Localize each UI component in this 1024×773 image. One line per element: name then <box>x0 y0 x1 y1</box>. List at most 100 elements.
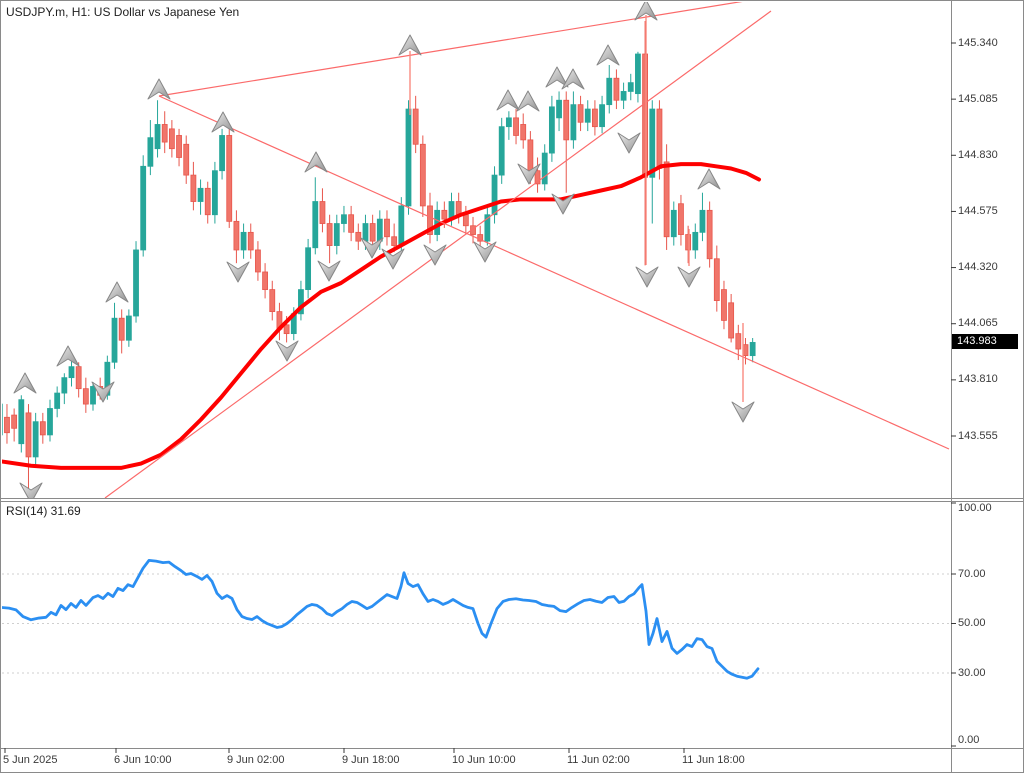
candle <box>678 203 684 235</box>
candle <box>412 108 419 145</box>
rsi-tick-label: 100.00 <box>958 502 992 514</box>
candle <box>319 201 326 224</box>
fractal-down-arrow-icon <box>731 401 755 423</box>
candle <box>699 209 706 233</box>
candle <box>176 135 182 158</box>
fractal-up-arrow-icon <box>545 66 569 88</box>
candle <box>462 214 469 227</box>
fractal-up-arrow-icon <box>304 151 328 173</box>
candle <box>735 333 742 350</box>
time-tick-label: 5 Jun 2025 <box>3 754 58 766</box>
candle <box>204 187 211 216</box>
fractal-up-arrow-icon <box>561 68 585 90</box>
candle <box>183 143 190 176</box>
candle <box>54 392 61 409</box>
candle <box>721 289 727 321</box>
candle <box>692 231 699 251</box>
candle <box>505 117 512 128</box>
candle <box>2 403 3 436</box>
candle <box>713 258 720 301</box>
candle <box>592 108 598 128</box>
rsi-panel[interactable] <box>1 558 950 680</box>
current-price-badge: 143.983 <box>952 334 1018 350</box>
candle <box>541 152 548 185</box>
candle <box>190 174 197 202</box>
candle <box>498 126 505 176</box>
candle <box>133 249 139 317</box>
fractal-down-arrow-icon <box>551 193 575 215</box>
candle <box>197 187 204 202</box>
candle <box>355 231 362 242</box>
candle <box>90 386 96 405</box>
candle <box>298 289 304 315</box>
fractal-up-arrow-icon <box>516 90 540 112</box>
candle <box>39 421 46 436</box>
fractal-up-arrow-icon <box>634 2 658 21</box>
candle <box>362 223 369 242</box>
candle <box>742 344 749 357</box>
time-tick-label: 10 Jun 10:00 <box>452 754 516 766</box>
candle <box>635 53 641 95</box>
price-tick-label: 145.340 <box>958 36 998 49</box>
candle <box>491 174 498 216</box>
candle <box>32 421 39 458</box>
fractal-up-arrow-icon <box>105 281 129 303</box>
candle <box>68 366 75 379</box>
fractal-down-arrow-icon <box>19 482 43 499</box>
rsi-tick-label: 0.00 <box>958 734 980 746</box>
candle <box>47 408 53 436</box>
candle <box>599 104 605 128</box>
candle <box>663 161 670 238</box>
fractal-up-arrow-icon <box>56 345 80 367</box>
candle <box>584 108 591 123</box>
candle <box>627 82 634 92</box>
fractal-down-arrow-icon <box>617 132 641 154</box>
candle <box>670 209 677 238</box>
candle <box>520 124 527 141</box>
fractal-down-arrow-icon <box>91 381 115 403</box>
candle <box>642 53 648 178</box>
candle <box>333 223 340 246</box>
fractal-down-arrow-icon <box>226 261 250 283</box>
fractal-down-arrow-icon <box>473 241 497 263</box>
fractal-up-arrow-icon <box>398 34 422 56</box>
trendline <box>158 95 950 450</box>
candle <box>620 91 627 101</box>
candle <box>728 302 735 339</box>
candle <box>427 205 433 235</box>
candle <box>348 214 355 233</box>
candle <box>577 104 584 123</box>
candle <box>161 124 168 143</box>
time-tick-label: 11 Jun 18:00 <box>682 754 745 766</box>
price-tick-label: 145.085 <box>958 92 998 105</box>
candle <box>168 128 175 150</box>
candle <box>111 317 118 363</box>
candle <box>341 214 347 224</box>
candle <box>283 324 290 335</box>
candle <box>369 223 376 242</box>
candle <box>247 231 254 251</box>
price-tick-label: 144.830 <box>958 148 998 161</box>
candle <box>570 104 577 141</box>
fractal-down-arrow-icon <box>635 266 659 288</box>
candle <box>312 201 319 249</box>
candle <box>527 139 534 172</box>
candle <box>649 108 656 178</box>
candle <box>455 201 462 216</box>
fractal-up-arrow-icon <box>211 111 235 133</box>
time-tick-label: 9 Jun 18:00 <box>342 754 400 766</box>
candle <box>125 315 132 341</box>
price-tick-label: 144.575 <box>958 204 998 217</box>
fractal-up-arrow-icon <box>13 372 37 394</box>
candle <box>706 209 713 260</box>
candle <box>376 218 383 242</box>
candle <box>147 137 154 167</box>
fractal-down-arrow-icon <box>317 260 341 282</box>
fractal-up-arrow-icon <box>596 44 620 66</box>
candle <box>11 414 18 429</box>
main-price-panel[interactable] <box>1 1 950 503</box>
fractal-up-arrow-icon <box>147 78 171 100</box>
